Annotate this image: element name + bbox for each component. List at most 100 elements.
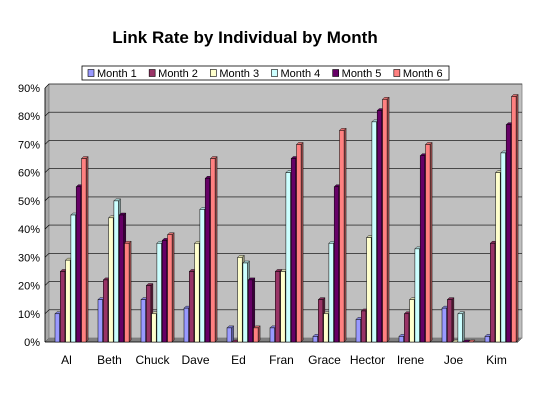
x-tick-label: Joe — [444, 353, 464, 367]
bar-al-month-4 — [70, 214, 76, 343]
legend-label: Month 6 — [403, 68, 443, 80]
bar-side — [343, 127, 347, 343]
x-tick-label: Al — [61, 353, 72, 367]
bar-ed-month-5 — [247, 279, 254, 343]
bar-fran-month-1 — [269, 327, 275, 343]
bar-dave-month-6 — [210, 158, 216, 343]
chart-title: Link Rate by Individual by Month — [112, 28, 378, 47]
bar-kim-month-1 — [484, 336, 490, 343]
bar-grace-month-1 — [312, 336, 318, 343]
gridline-depth — [44, 112, 50, 117]
x-tick-label: Hector — [350, 353, 385, 367]
bar-side — [85, 156, 89, 343]
x-tick-label: Irene — [397, 353, 425, 367]
bar-side — [515, 93, 519, 343]
gridline-depth — [44, 140, 50, 145]
chart-side-wall — [44, 83, 50, 343]
y-tick-label: 20% — [18, 281, 40, 293]
bar-irene-month-1 — [398, 336, 404, 343]
bar-irene-month-6 — [425, 144, 431, 343]
bar-fran-month-2 — [275, 271, 281, 343]
bar-chuck-month-1 — [140, 299, 146, 343]
bar-side — [300, 141, 304, 343]
legend-box — [81, 65, 450, 81]
bar-fran-month-4 — [285, 172, 291, 343]
bar-irene-month-2 — [404, 313, 410, 343]
bar-hector-month-1 — [355, 319, 361, 343]
bar-al-month-6 — [81, 158, 87, 343]
bar-fran-month-5 — [290, 158, 297, 343]
bar-chuck-month-3 — [151, 313, 157, 343]
y-tick-label: 40% — [18, 224, 40, 236]
bar-kim-month-4 — [500, 152, 506, 343]
bar-chuck-month-4 — [156, 242, 162, 343]
x-tick-label: Grace — [308, 353, 341, 367]
gridline-depth — [44, 281, 50, 286]
bar-side — [451, 297, 455, 343]
bar-side — [171, 232, 175, 343]
gridline-depth — [44, 309, 50, 314]
bar-hector-month-3 — [366, 237, 372, 343]
legend-label: Month 3 — [219, 68, 259, 80]
bar-kim-month-6 — [511, 96, 517, 343]
bar-joe-month-4 — [457, 313, 463, 343]
x-tick-label: Chuck — [135, 353, 170, 367]
bar-side — [429, 141, 433, 343]
bar-side — [462, 311, 465, 343]
gridline-depth — [44, 224, 50, 230]
gridline-depth — [44, 168, 50, 173]
bar-beth-month-5 — [118, 214, 125, 343]
bar-chuck-month-6 — [167, 234, 173, 343]
x-tick-label: Ed — [231, 353, 246, 367]
bar-grace-month-5 — [333, 186, 340, 343]
y-tick-label: 30% — [18, 252, 40, 264]
gridline-depth — [44, 253, 50, 258]
bar-side — [257, 325, 261, 343]
bar-side — [386, 96, 390, 343]
bar-beth-month-3 — [108, 217, 114, 343]
legend-label: Month 2 — [158, 68, 198, 80]
bar-beth-month-6 — [124, 242, 130, 343]
y-tick-label: 80% — [18, 111, 40, 123]
bar-al-month-3 — [65, 259, 71, 343]
bar-joe-month-1 — [441, 307, 447, 343]
bar-kim-month-3 — [495, 172, 501, 343]
bar-al-month-5 — [75, 186, 82, 343]
bar-irene-month-3 — [409, 299, 415, 343]
legend-label: Month 1 — [97, 68, 137, 80]
bar-chuck-month-2 — [146, 285, 152, 343]
y-tick-label: 60% — [18, 168, 40, 180]
bar-kim-month-5 — [505, 124, 512, 343]
bar-beth-month-1 — [97, 299, 103, 343]
bar-dave-month-1 — [183, 307, 189, 343]
bar-kim-month-2 — [490, 242, 496, 343]
y-tick-label: 50% — [18, 196, 40, 208]
y-tick-label: 90% — [18, 83, 40, 95]
bar-hector-month-2 — [361, 310, 367, 343]
x-tick-label: Kim — [486, 353, 507, 367]
bar-beth-month-2 — [103, 279, 109, 343]
x-tick-label: Beth — [97, 353, 122, 367]
bar-al-month-2 — [60, 271, 66, 343]
legend-label: Month 4 — [281, 68, 321, 80]
bar-joe-month-5 — [462, 339, 471, 343]
bar-fran-month-3 — [280, 271, 286, 343]
legend-swatch — [210, 69, 217, 77]
bar-grace-month-4 — [328, 242, 334, 343]
bar-grace-month-3 — [323, 313, 329, 343]
bar-beth-month-4 — [113, 200, 119, 343]
y-tick-label: 10% — [18, 309, 40, 321]
bar-side — [231, 325, 234, 343]
legend-swatch — [271, 69, 278, 77]
y-tick-label: 0% — [24, 337, 40, 349]
bar-grace-month-6 — [339, 130, 345, 343]
legend-swatch — [393, 69, 401, 77]
bar-dave-month-3 — [194, 242, 200, 343]
bar-side — [214, 156, 218, 343]
bar-fran-month-6 — [296, 144, 302, 343]
bar-al-month-1 — [54, 313, 60, 343]
bar-ed-month-6 — [253, 327, 259, 343]
bar-dave-month-5 — [204, 178, 211, 343]
bar-grace-month-2 — [318, 299, 324, 343]
